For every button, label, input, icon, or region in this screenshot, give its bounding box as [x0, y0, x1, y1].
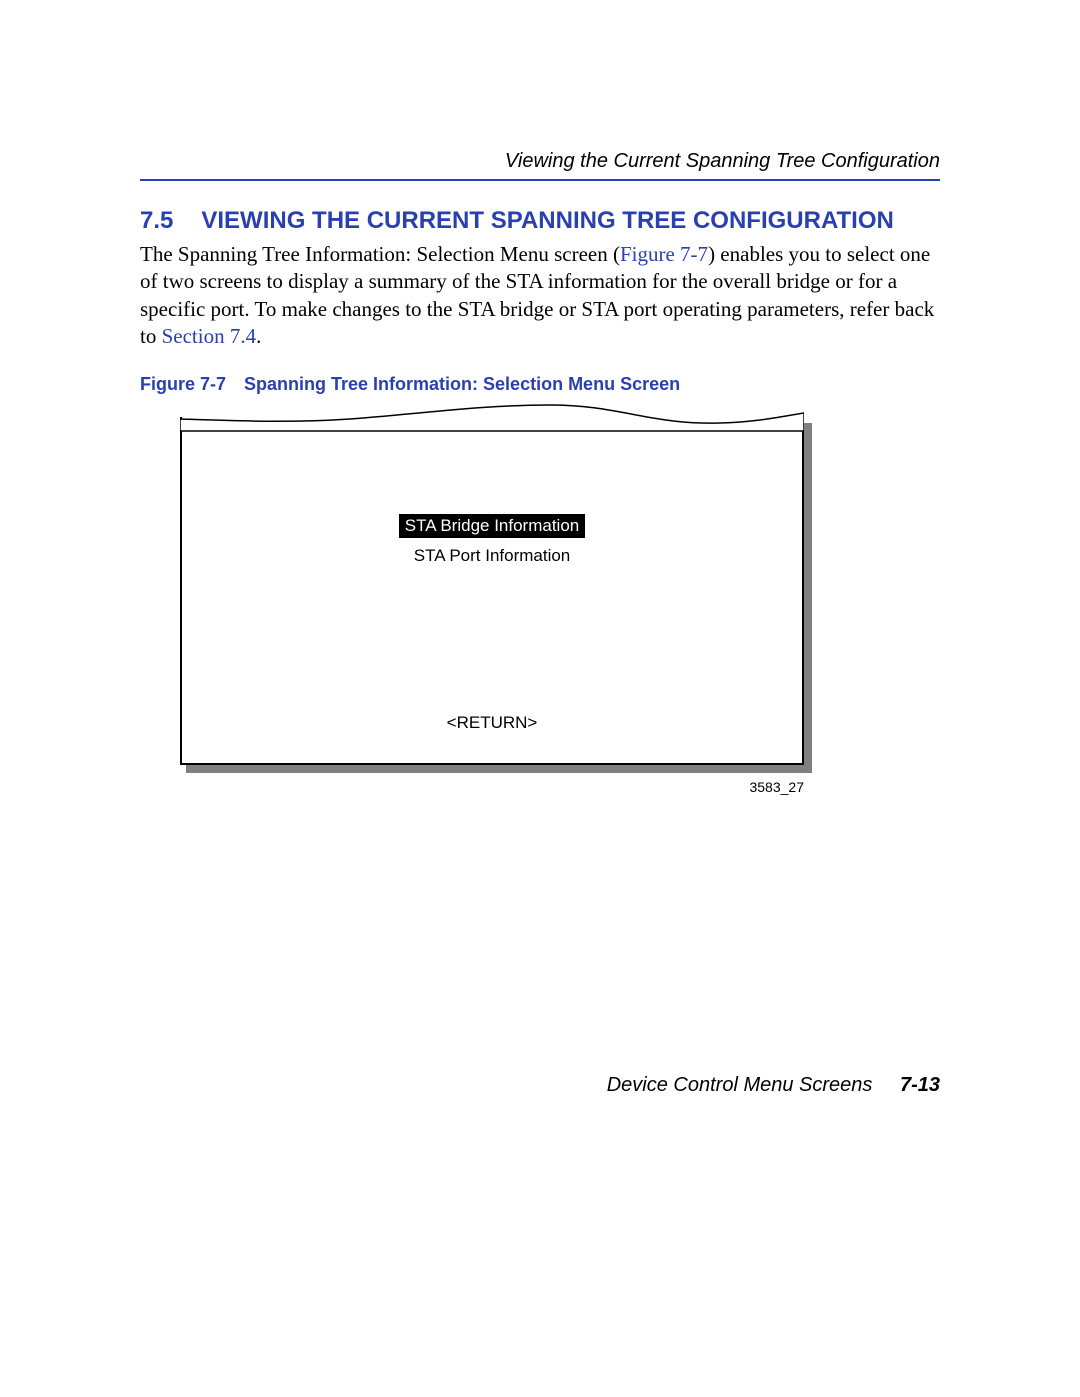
- page-footer: Device Control Menu Screens 7-13: [140, 1074, 940, 1097]
- menu-item-sta-bridge[interactable]: STA Bridge Information: [399, 514, 586, 538]
- body-paragraph: The Spanning Tree Information: Selection…: [140, 241, 940, 350]
- body-text-3: .: [256, 324, 261, 348]
- figure-crossref[interactable]: Figure 7-7: [620, 242, 708, 266]
- page-number: 7-13: [900, 1074, 940, 1096]
- frame-shadow-right: [804, 423, 812, 773]
- figure: STA Bridge Information STA Port Informat…: [180, 417, 812, 795]
- section-heading: 7.5 VIEWING THE CURRENT SPANNING TREE CON…: [140, 207, 940, 235]
- frame-shadow-bottom: [186, 765, 812, 773]
- section-number: 7.5: [140, 207, 173, 235]
- figure-caption-number: Figure 7-7: [140, 374, 226, 395]
- menu-return[interactable]: <RETURN>: [182, 713, 802, 733]
- figure-caption-title: Spanning Tree Information: Selection Men…: [244, 374, 680, 394]
- figure-image-id: 3583_27: [180, 779, 804, 795]
- body-text-1: The Spanning Tree Information: Selection…: [140, 242, 620, 266]
- menu-screen: STA Bridge Information STA Port Informat…: [180, 417, 804, 765]
- header-rule: [140, 179, 940, 181]
- running-head: Viewing the Current Spanning Tree Config…: [140, 150, 940, 173]
- figure-caption: Figure 7-7 Spanning Tree Information: Sel…: [140, 374, 940, 395]
- menu-screen-frame: STA Bridge Information STA Port Informat…: [180, 417, 812, 773]
- menu-items: STA Bridge Information STA Port Informat…: [182, 511, 802, 571]
- section-crossref[interactable]: Section 7.4: [162, 324, 257, 348]
- footer-text: Device Control Menu Screens: [607, 1074, 873, 1096]
- page: Viewing the Current Spanning Tree Config…: [0, 0, 1080, 1397]
- section-title: VIEWING THE CURRENT SPANNING TREE CONFIG…: [201, 207, 893, 234]
- menu-item-sta-port[interactable]: STA Port Information: [408, 544, 577, 568]
